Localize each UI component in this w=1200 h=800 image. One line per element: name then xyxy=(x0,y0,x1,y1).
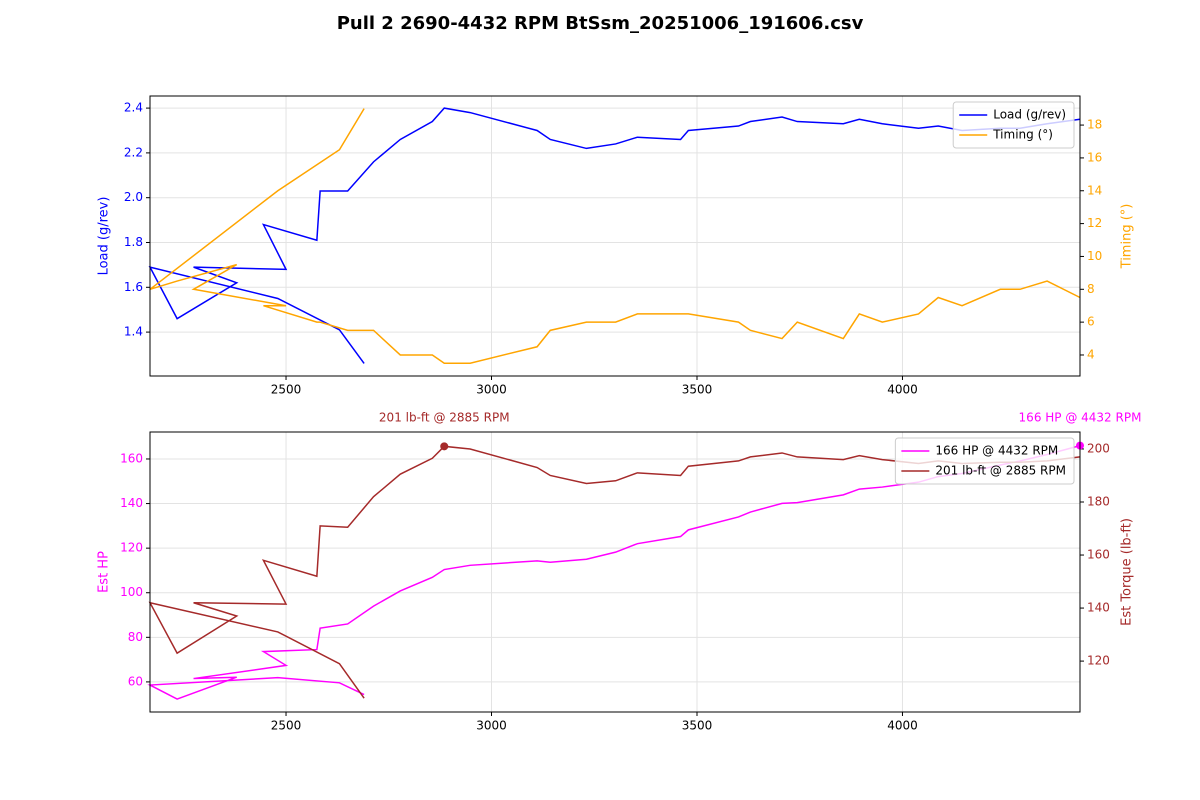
legend-label: 166 HP @ 4432 RPM xyxy=(935,444,1058,458)
y2-tick-label: 6 xyxy=(1087,315,1095,329)
x-tick-label: 3500 xyxy=(682,383,713,397)
peak-annotation: 201 lb-ft @ 2885 RPM xyxy=(379,411,510,425)
series-line xyxy=(149,108,1081,364)
y2-tick-label: 120 xyxy=(1087,654,1110,668)
y2-axis-label: Est Torque (lb-ft) xyxy=(1120,518,1135,626)
legend-box xyxy=(952,101,1075,149)
y2-tick-label: 10 xyxy=(1087,249,1102,263)
y-tick-label: 2.2 xyxy=(124,145,143,159)
x-tick-label: 3000 xyxy=(476,719,507,733)
y-tick-label: 1.8 xyxy=(124,235,143,249)
legend-label: 201 lb-ft @ 2885 RPM xyxy=(935,464,1066,478)
y-tick-label: 2.4 xyxy=(124,101,143,115)
legend: 166 HP @ 4432 RPM 201 lb-ft @ 2885 RPM xyxy=(894,437,1075,485)
legend-box xyxy=(894,437,1075,485)
legend: Load (g/rev) Timing (°) xyxy=(952,101,1075,149)
legend-label: Load (g/rev) xyxy=(993,108,1066,122)
figure-title: Pull 2 2690-4432 RPM BtSsm_20251006_1916… xyxy=(337,13,864,34)
axes-frame xyxy=(149,95,1081,377)
x-tick-label: 2500 xyxy=(271,719,302,733)
y-tick-label: 60 xyxy=(128,674,143,688)
y2-tick-label: 200 xyxy=(1087,441,1110,455)
axes-frame xyxy=(149,431,1081,713)
y-tick-label: 2.0 xyxy=(124,190,143,204)
y2-tick-label: 18 xyxy=(1087,118,1102,132)
y2-tick-label: 12 xyxy=(1087,216,1102,230)
x-tick-label: 3000 xyxy=(476,383,507,397)
y2-tick-label: 160 xyxy=(1087,548,1110,562)
y-tick-label: 1.6 xyxy=(124,280,143,294)
y-tick-label: 140 xyxy=(120,496,143,510)
y2-tick-label: 8 xyxy=(1087,282,1095,296)
y-axis-label: Load (g/rev) xyxy=(97,197,112,276)
series-line xyxy=(148,107,1081,364)
x-tick-label: 4000 xyxy=(887,383,918,397)
y2-axis-label: Timing (°) xyxy=(1120,204,1135,270)
y-tick-label: 100 xyxy=(120,585,143,599)
y-tick-label: 120 xyxy=(120,541,143,555)
y2-tick-label: 4 xyxy=(1087,347,1095,361)
peak-marker xyxy=(440,442,449,451)
x-tick-label: 4000 xyxy=(887,719,918,733)
y2-tick-label: 16 xyxy=(1087,150,1102,164)
y2-tick-label: 14 xyxy=(1087,183,1102,197)
x-tick-label: 2500 xyxy=(271,383,302,397)
y-tick-label: 1.4 xyxy=(124,325,143,339)
y-axis-label: Est HP xyxy=(97,551,112,593)
y-tick-label: 80 xyxy=(128,630,143,644)
y2-tick-label: 140 xyxy=(1087,601,1110,615)
legend-label: Timing (°) xyxy=(992,128,1053,142)
y-tick-label: 160 xyxy=(120,451,143,465)
x-tick-label: 3500 xyxy=(682,719,713,733)
peak-annotation: 166 HP @ 4432 RPM xyxy=(1019,411,1142,425)
y2-tick-label: 180 xyxy=(1087,495,1110,509)
